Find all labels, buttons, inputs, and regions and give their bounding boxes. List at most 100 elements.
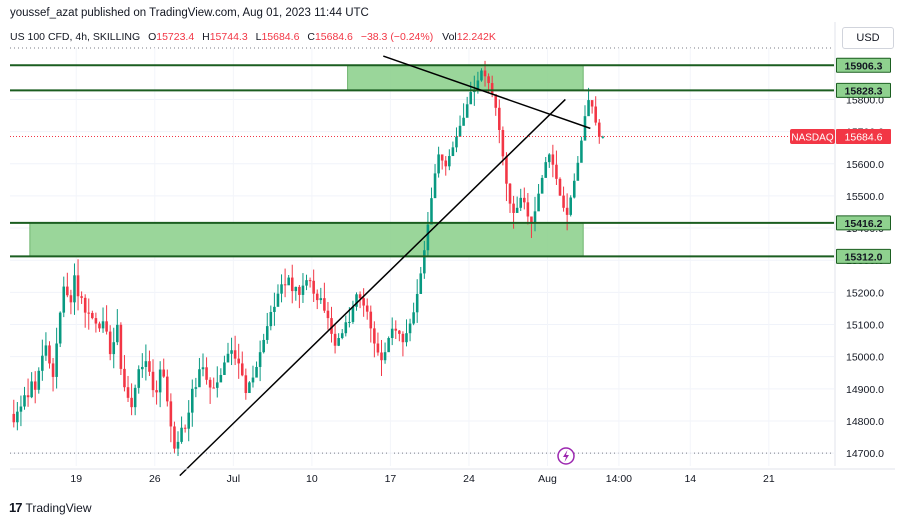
candle-body: [483, 70, 487, 77]
candle-body: [365, 305, 369, 312]
candle-body: [455, 136, 458, 148]
change-value: −38.3 (−0.24%): [360, 31, 434, 43]
candle-body: [219, 375, 223, 383]
candle-body: [515, 207, 519, 213]
candle-body: [226, 353, 230, 363]
candle-body: [105, 321, 108, 332]
candle-body: [223, 362, 226, 376]
candle-body: [412, 312, 415, 324]
candle-body: [373, 328, 376, 344]
price-tick-label: 15300.0: [846, 255, 884, 267]
candle-body: [358, 294, 362, 299]
candle-body: [451, 147, 455, 157]
candle-body: [594, 106, 597, 123]
currency-button[interactable]: USD: [842, 27, 894, 49]
candle-body: [408, 323, 412, 334]
candle-body: [248, 382, 251, 394]
candle-body: [340, 333, 344, 339]
candle-body: [76, 275, 80, 297]
candle-body: [387, 338, 390, 353]
price-tick-label: 15200.0: [846, 287, 884, 299]
candle-body: [208, 379, 212, 388]
candle-body: [183, 427, 187, 429]
candle-body: [530, 216, 533, 223]
candle-body: [151, 371, 155, 391]
candle-body: [283, 284, 287, 286]
candle-body: [583, 116, 587, 141]
time-tick-label: 19: [70, 473, 82, 485]
candle-body: [448, 156, 451, 167]
trend-line: [383, 55, 591, 130]
candle-body: [44, 345, 48, 356]
candle-body: [537, 193, 540, 212]
last-price-tag: [836, 129, 891, 145]
candle-body: [123, 368, 126, 388]
candle-body: [565, 207, 569, 215]
candle-body: [51, 363, 55, 377]
last-price-label: 15684.6: [845, 132, 883, 144]
candle-body: [315, 293, 319, 301]
candle-body: [433, 173, 437, 199]
tradingview-brand: TradingView: [25, 500, 92, 515]
candle-body: [173, 426, 176, 449]
time-tick-label: 10: [306, 473, 318, 485]
candle-body: [69, 295, 73, 303]
candle-body: [551, 154, 555, 165]
candle-body: [166, 376, 169, 402]
candle-body: [444, 160, 448, 167]
high-value: 15744.3: [209, 31, 248, 43]
candle-body: [469, 92, 473, 105]
candle-body: [290, 277, 294, 292]
candle-body: [12, 413, 16, 423]
candle-body: [398, 330, 401, 334]
candle-body: [141, 366, 144, 370]
candle-body: [569, 197, 572, 215]
symbol-label[interactable]: US 100 CFD, 4h, SKILLING: [10, 31, 141, 43]
time-tick-label: 14: [684, 473, 696, 485]
candle-body: [212, 387, 215, 389]
candle-body: [323, 298, 326, 311]
candle-body: [512, 203, 515, 213]
candle-body: [419, 273, 423, 294]
candle-body: [473, 89, 476, 93]
price-tick-label: 15500.0: [846, 191, 884, 203]
candle-body: [230, 350, 233, 354]
candle-body: [258, 352, 262, 367]
candle-body: [494, 94, 498, 108]
candle-body: [126, 387, 130, 398]
open-value: 15723.4: [156, 31, 195, 43]
candle-body: [337, 338, 340, 346]
candle-body: [83, 297, 87, 313]
level-price-label: 15828.3: [845, 85, 883, 97]
candle-body: [587, 100, 590, 117]
candle-body: [66, 286, 69, 296]
candle-body: [137, 369, 141, 388]
candle-body: [23, 395, 26, 407]
candle-body: [215, 382, 219, 388]
candle-body: [533, 211, 537, 223]
tradingview-logo[interactable]: 17 TradingView: [9, 500, 92, 515]
candle-body: [523, 197, 526, 203]
trendline-layer: [10, 55, 834, 477]
zone-layer: [29, 64, 584, 257]
level-price-tag-inner: [837, 83, 890, 97]
candle-body: [401, 333, 405, 343]
candle-body: [597, 122, 601, 137]
candle-body: [540, 177, 544, 194]
candle-body: [280, 284, 283, 294]
volume-value: 12.242K: [456, 31, 496, 43]
ohlc-legend: US 100 CFD, 4h, SKILLING O15723.4 H15744…: [10, 31, 496, 43]
candle-body: [580, 140, 583, 163]
time-tick-label: Aug: [538, 473, 557, 485]
candle-body: [119, 324, 123, 369]
candle-body: [383, 352, 387, 361]
candle-body: [440, 154, 444, 161]
candle-body: [555, 164, 558, 179]
low-value: 15684.6: [261, 31, 300, 43]
candle-body: [240, 363, 244, 376]
candle-body: [330, 318, 333, 334]
tradingview-logo-icon: 17: [9, 500, 23, 515]
event-marker-icon: [557, 447, 575, 465]
